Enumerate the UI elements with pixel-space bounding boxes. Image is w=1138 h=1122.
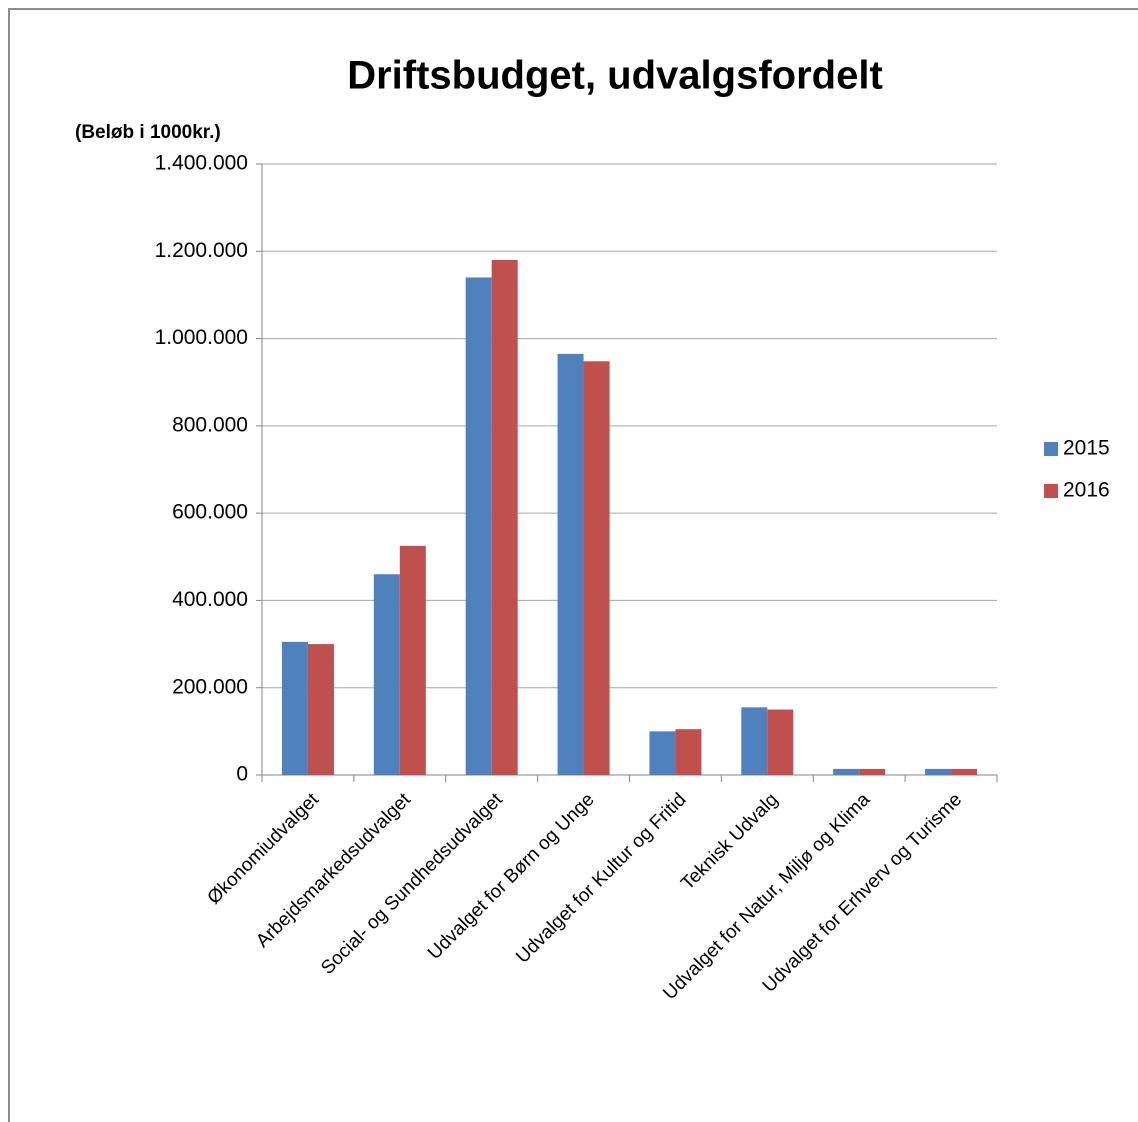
bar <box>767 709 794 775</box>
bar <box>925 768 952 775</box>
y-tick-label: 1.200.000 <box>155 239 248 262</box>
legend-label: 2016 <box>1063 479 1110 502</box>
chart-frame <box>8 8 1138 1122</box>
x-tick-label: Udvalget for Børn og Unge <box>424 789 599 964</box>
bar <box>491 260 518 775</box>
y-tick-label: 200.000 <box>172 675 248 698</box>
legend-swatch <box>1044 484 1058 498</box>
y-tick-label: 1.400.000 <box>155 152 248 175</box>
bar <box>465 277 492 775</box>
x-tick-label: Udvalget for Erhverv og Turisme <box>759 789 967 997</box>
y-axis-label: (Beløb i 1000kr.) <box>75 122 221 143</box>
legend-swatch <box>1044 442 1058 456</box>
bar <box>399 545 426 775</box>
x-tick-label: Udvalget for Kultur og Fritid <box>512 789 690 967</box>
x-tick-label: Udvalget for Natur, Miljø og Klima <box>659 789 874 1004</box>
y-tick-label: 800.000 <box>172 413 248 436</box>
bar <box>307 644 334 775</box>
bar <box>741 707 768 775</box>
bar <box>951 768 978 775</box>
x-tick-label: Social- og Sundhedsudvalget <box>317 789 507 979</box>
y-tick-label: 0 <box>236 763 248 786</box>
bar <box>281 641 308 775</box>
chart-title: Driftsbudget, udvalgsfordelt <box>347 54 883 98</box>
bar <box>675 729 702 775</box>
bar <box>583 361 610 775</box>
bar <box>557 353 584 775</box>
y-tick-label: 1.000.000 <box>155 326 248 349</box>
legend-label: 2015 <box>1063 437 1110 460</box>
bar <box>859 768 886 775</box>
y-tick-label: 600.000 <box>172 501 248 524</box>
bar <box>649 731 676 775</box>
y-tick-label: 400.000 <box>172 588 248 611</box>
bar <box>833 768 860 775</box>
x-tick-label: Arbejdsmarkedsudvalget <box>252 789 415 952</box>
x-tick-label: Teknisk Udvalg <box>677 789 782 894</box>
bar <box>373 574 400 775</box>
